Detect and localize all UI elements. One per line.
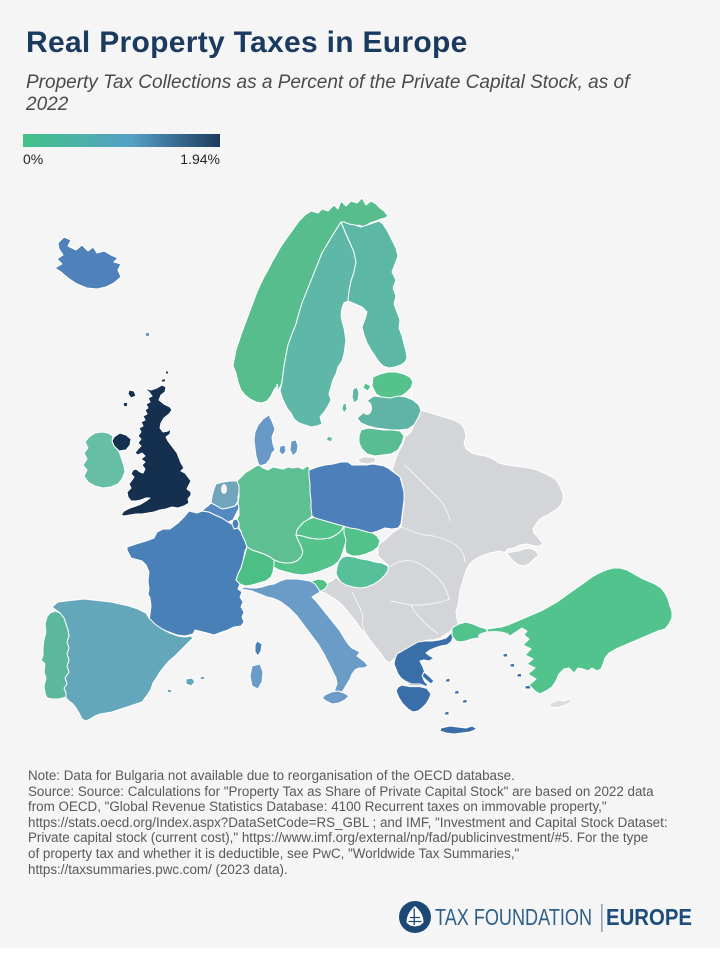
svg-text:TAX FOUNDATION: TAX FOUNDATION — [435, 904, 592, 930]
svg-text:EUROPE: EUROPE — [606, 904, 692, 930]
